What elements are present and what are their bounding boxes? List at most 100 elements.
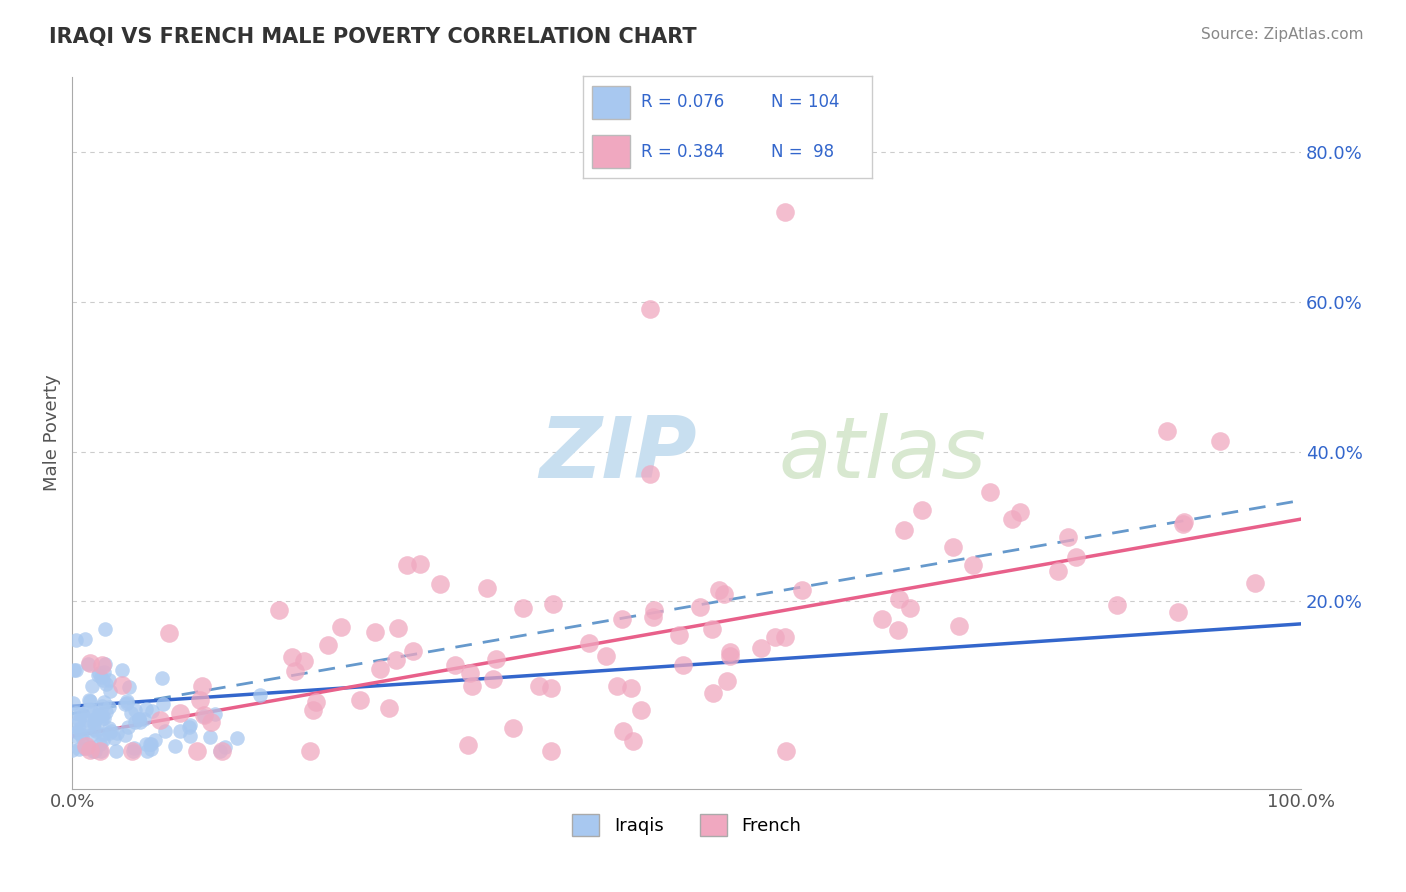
Point bbox=[82, 744, 104, 758]
Point bbox=[135, 737, 157, 751]
Point bbox=[115, 696, 138, 710]
Point bbox=[97, 673, 120, 687]
Point bbox=[124, 740, 146, 755]
Point bbox=[91, 709, 114, 723]
Point bbox=[191, 679, 214, 693]
Point bbox=[643, 603, 665, 617]
Point bbox=[387, 621, 409, 635]
Point bbox=[117, 693, 139, 707]
Point bbox=[292, 654, 315, 668]
Point bbox=[948, 618, 970, 632]
Text: N =  98: N = 98 bbox=[770, 143, 834, 161]
Point bbox=[124, 715, 146, 730]
Point bbox=[773, 630, 796, 644]
Point bbox=[128, 712, 150, 726]
Point bbox=[91, 727, 114, 741]
Point bbox=[77, 657, 100, 671]
Point bbox=[94, 622, 117, 636]
Point bbox=[540, 744, 562, 758]
Point bbox=[72, 707, 94, 722]
Point bbox=[301, 703, 323, 717]
Point bbox=[152, 698, 174, 712]
Text: R = 0.076: R = 0.076 bbox=[641, 94, 724, 112]
Point bbox=[893, 523, 915, 537]
Point bbox=[91, 673, 114, 688]
Point bbox=[281, 650, 304, 665]
Point bbox=[595, 649, 617, 664]
Point bbox=[134, 713, 156, 727]
Point bbox=[150, 671, 173, 685]
Point bbox=[114, 728, 136, 742]
Point bbox=[672, 657, 695, 672]
Point bbox=[65, 633, 87, 648]
Point bbox=[620, 681, 643, 696]
Point bbox=[529, 679, 551, 693]
Point bbox=[89, 707, 111, 722]
Point bbox=[214, 739, 236, 754]
Point bbox=[475, 581, 498, 595]
Point bbox=[540, 681, 562, 695]
Point bbox=[65, 706, 87, 720]
Text: R = 0.384: R = 0.384 bbox=[641, 143, 724, 161]
Point bbox=[887, 591, 910, 606]
Point bbox=[1209, 434, 1232, 448]
Point bbox=[129, 714, 152, 729]
Point bbox=[89, 708, 111, 723]
Point bbox=[198, 730, 221, 744]
Point bbox=[139, 737, 162, 751]
Point bbox=[606, 679, 628, 693]
Point bbox=[103, 731, 125, 746]
Point bbox=[84, 712, 107, 726]
Point bbox=[887, 623, 910, 637]
Point bbox=[87, 705, 110, 719]
FancyBboxPatch shape bbox=[592, 87, 630, 119]
Point bbox=[402, 644, 425, 658]
Point bbox=[62, 696, 84, 710]
Y-axis label: Male Poverty: Male Poverty bbox=[44, 375, 60, 491]
Point bbox=[870, 611, 893, 625]
Point bbox=[461, 679, 484, 693]
Point bbox=[378, 701, 401, 715]
Point bbox=[80, 728, 103, 742]
Text: atlas: atlas bbox=[779, 413, 987, 496]
Point bbox=[93, 695, 115, 709]
Point bbox=[482, 673, 505, 687]
Point bbox=[979, 484, 1001, 499]
Point bbox=[135, 702, 157, 716]
Point bbox=[97, 700, 120, 714]
Point bbox=[1064, 550, 1087, 565]
Point bbox=[90, 744, 112, 758]
Point bbox=[77, 693, 100, 707]
Text: N = 104: N = 104 bbox=[770, 94, 839, 112]
Point bbox=[135, 744, 157, 758]
Point bbox=[97, 721, 120, 735]
Point bbox=[83, 715, 105, 730]
Point bbox=[69, 723, 91, 737]
Point bbox=[718, 645, 741, 659]
Point bbox=[911, 503, 934, 517]
Point bbox=[188, 693, 211, 707]
Point bbox=[267, 603, 290, 617]
Point bbox=[118, 680, 141, 694]
Point bbox=[284, 665, 307, 679]
Point bbox=[96, 705, 118, 719]
Point bbox=[790, 582, 813, 597]
Point bbox=[1171, 517, 1194, 532]
Point bbox=[79, 739, 101, 754]
Point bbox=[444, 658, 467, 673]
Point bbox=[100, 724, 122, 739]
Point bbox=[364, 624, 387, 639]
Point bbox=[211, 744, 233, 758]
Point bbox=[87, 667, 110, 681]
Point bbox=[89, 737, 111, 751]
Point bbox=[73, 740, 96, 755]
Point bbox=[83, 744, 105, 758]
Point bbox=[87, 666, 110, 681]
Point bbox=[457, 738, 479, 752]
Point bbox=[83, 723, 105, 737]
Point bbox=[610, 612, 633, 626]
Point bbox=[105, 744, 128, 758]
Point bbox=[718, 648, 741, 663]
Point bbox=[208, 744, 231, 758]
Point bbox=[111, 678, 134, 692]
